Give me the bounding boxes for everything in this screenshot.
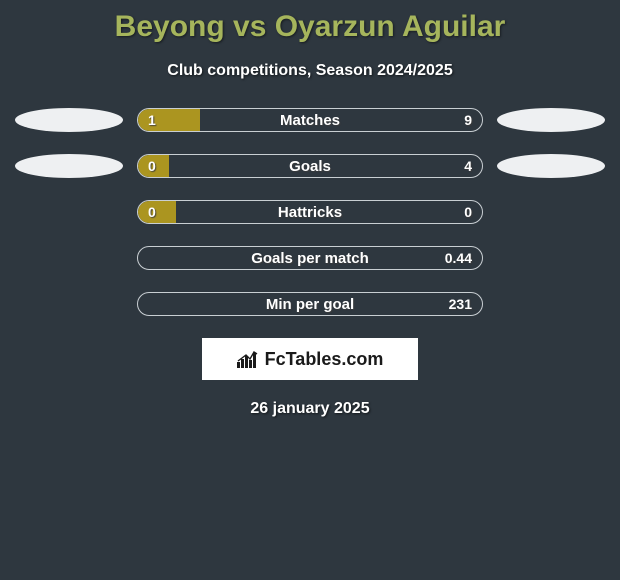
stat-row: 0Goals4 [0,154,620,178]
stat-bar: Goals per match0.44 [137,246,483,270]
stat-bar: 1Matches9 [137,108,483,132]
spacer [15,246,123,270]
stat-value-left: 0 [148,155,156,177]
stat-value-left: 0 [148,201,156,223]
player-left-ellipse [15,154,123,178]
spacer [15,200,123,224]
logo-text: FcTables.com [265,349,384,370]
stat-label: Min per goal [138,293,482,315]
player-right-ellipse [497,154,605,178]
stat-value-right: 9 [464,109,472,131]
page-title: Beyong vs Oyarzun Aguilar [0,0,620,44]
stat-row: 1Matches9 [0,108,620,132]
stat-value-left: 1 [148,109,156,131]
stat-value-right: 0 [464,201,472,223]
spacer [497,246,605,270]
stat-label: Hattricks [138,201,482,223]
subtitle: Club competitions, Season 2024/2025 [0,62,620,80]
fctables-logo-icon [237,350,259,368]
stat-value-right: 231 [449,293,472,315]
stat-label: Goals per match [138,247,482,269]
stat-bar: Min per goal231 [137,292,483,316]
spacer [497,292,605,316]
stat-value-right: 4 [464,155,472,177]
spacer [15,292,123,316]
player-right-ellipse [497,108,605,132]
stat-bar: 0Hattricks0 [137,200,483,224]
stat-row: Min per goal231 [0,292,620,316]
stat-value-right: 0.44 [445,247,472,269]
stat-row: Goals per match0.44 [0,246,620,270]
stats-area: 1Matches90Goals40Hattricks0Goals per mat… [0,108,620,316]
bar-fill-left [138,201,176,223]
stat-row: 0Hattricks0 [0,200,620,224]
spacer [497,200,605,224]
player-left-ellipse [15,108,123,132]
logo-box: FcTables.com [202,338,418,380]
date-line: 26 january 2025 [0,400,620,418]
stat-label: Goals [138,155,482,177]
stat-bar: 0Goals4 [137,154,483,178]
